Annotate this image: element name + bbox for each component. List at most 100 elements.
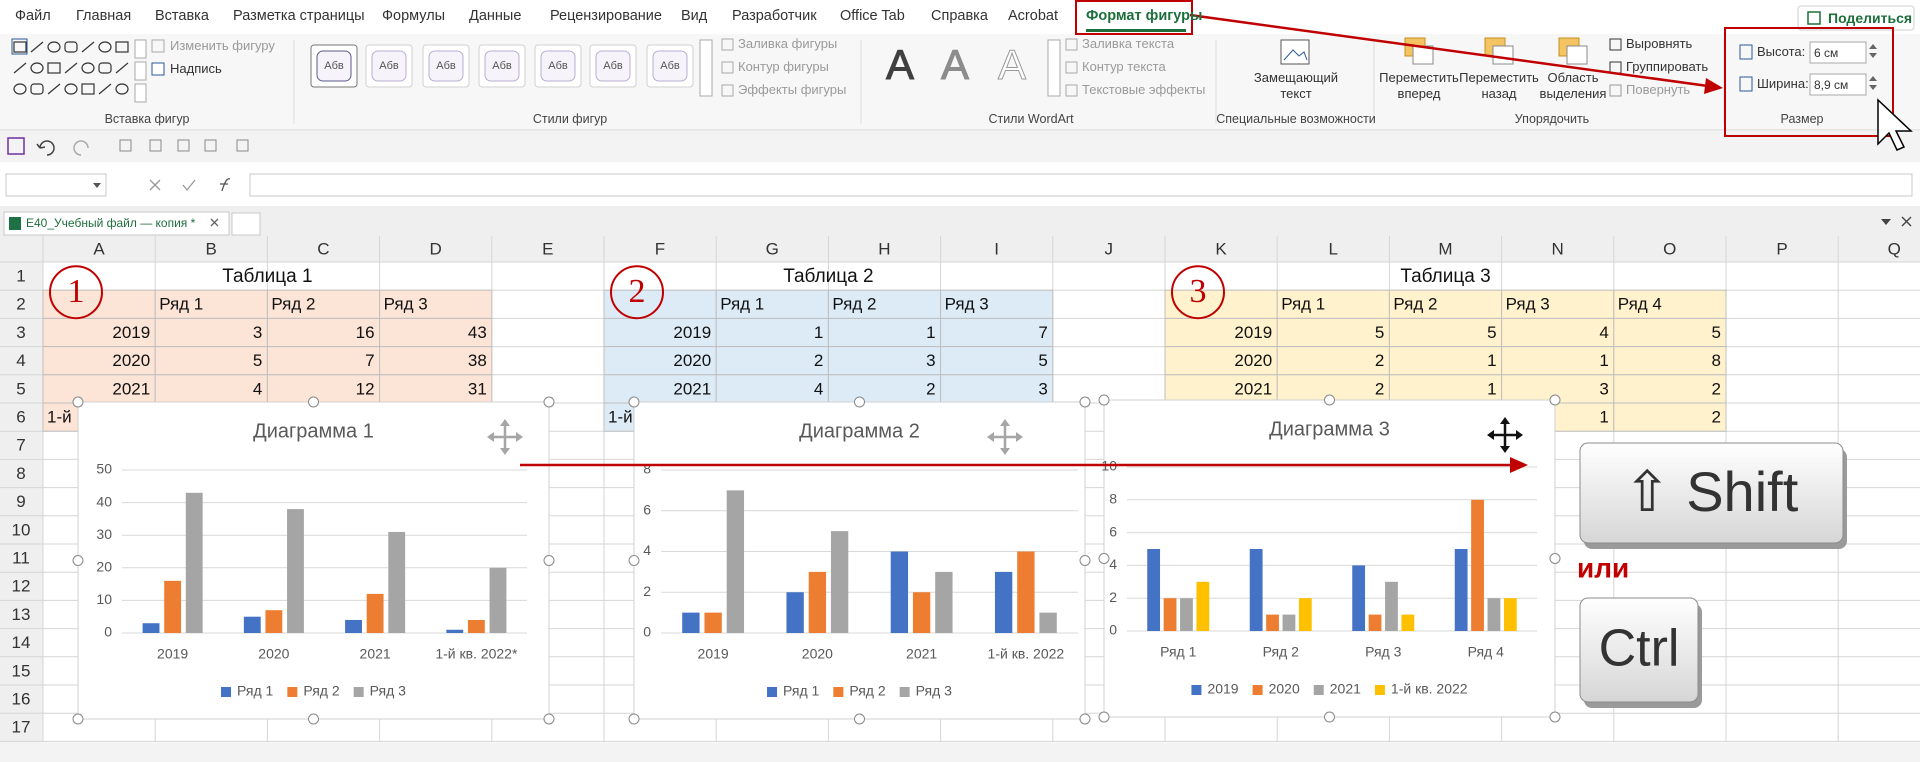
size-label: Ширина: xyxy=(1757,76,1809,91)
workbook-icon xyxy=(9,217,21,230)
resize-handle[interactable] xyxy=(628,555,640,566)
resize-handle[interactable] xyxy=(543,396,555,408)
resize-handle[interactable] xyxy=(72,396,84,408)
move-icon xyxy=(516,432,523,442)
resize-handle[interactable] xyxy=(1079,396,1091,408)
text-box-button[interactable]: Надпись xyxy=(170,61,222,76)
tab-highlight-box xyxy=(1075,0,1193,35)
qat-icon xyxy=(236,139,249,152)
wordart-menu[interactable]: Заливка текста xyxy=(1082,36,1175,51)
ribbon-tab[interactable]: Рецензирование xyxy=(550,8,662,24)
share-button[interactable]: Поделиться xyxy=(1828,10,1913,26)
row-header: 16 xyxy=(12,689,31,708)
arrange-button[interactable]: Переместить назад xyxy=(1459,70,1539,101)
resize-handle[interactable] xyxy=(628,396,640,408)
menu-icon xyxy=(721,38,734,51)
table-cell xyxy=(42,317,156,348)
arrange-button[interactable]: Переместить вперед xyxy=(1379,70,1459,101)
alt-text-button[interactable]: Замещающий текст xyxy=(1253,70,1339,101)
table-title: Таблица 1 xyxy=(222,266,312,287)
arrange-menu[interactable]: Повернуть xyxy=(1626,82,1691,97)
size-input[interactable] xyxy=(1809,73,1867,96)
ribbon-tab[interactable]: Office Tab xyxy=(840,8,905,24)
shape-icon xyxy=(13,41,27,53)
ribbon-tab[interactable]: Формулы xyxy=(382,8,446,24)
arrange-menu[interactable]: Выровнять xyxy=(1626,36,1693,51)
resize-handle[interactable] xyxy=(1324,711,1335,723)
ctrl-key xyxy=(1579,597,1699,703)
column-header: C xyxy=(317,239,329,258)
resize-handle[interactable] xyxy=(1098,711,1110,723)
arrange-menu[interactable]: Группировать xyxy=(1626,59,1709,74)
table-value: 1 xyxy=(926,323,935,342)
resize-handle[interactable] xyxy=(543,555,555,566)
shape-style-menu[interactable]: Заливка фигуры xyxy=(738,36,838,51)
table-cell xyxy=(827,346,942,376)
size-icon xyxy=(1739,44,1753,60)
shape-icon xyxy=(47,41,61,53)
edit-shape-button[interactable]: Изменить фигуру xyxy=(170,38,275,53)
size-input[interactable] xyxy=(1809,41,1867,64)
bar xyxy=(265,610,283,633)
resize-handle[interactable] xyxy=(1098,553,1110,564)
resize-handle[interactable] xyxy=(1079,555,1091,566)
shape-icon xyxy=(115,41,129,53)
alt-text-icon xyxy=(1283,49,1308,61)
cancel-icon xyxy=(149,179,161,191)
ribbon-tab[interactable]: Формат фигуры xyxy=(1086,8,1203,24)
resize-handle[interactable] xyxy=(854,713,865,725)
shape-style-menu[interactable]: Контур фигуры xyxy=(738,59,829,74)
wordart-sample[interactable]: A xyxy=(885,41,914,89)
y-tick-label: 2 xyxy=(643,583,651,599)
marker-circle xyxy=(610,265,664,320)
size-value[interactable]: 8,9 см xyxy=(1814,78,1849,92)
resize-handle[interactable] xyxy=(308,396,319,408)
style-thumb xyxy=(484,50,520,82)
table-value: 1 xyxy=(1487,379,1496,398)
row-header: 8 xyxy=(16,464,25,483)
resize-handle[interactable] xyxy=(854,396,865,408)
resize-handle[interactable] xyxy=(1324,394,1335,406)
ribbon-tab[interactable]: Справка xyxy=(931,8,988,24)
resize-handle[interactable] xyxy=(308,713,319,725)
wordart-sample[interactable]: A xyxy=(997,41,1026,89)
resize-handle[interactable] xyxy=(72,713,84,725)
legend-label: Ряд 1 xyxy=(783,683,820,699)
wordart-sample[interactable]: A xyxy=(940,41,969,89)
ribbon-tab[interactable]: Вид xyxy=(681,8,708,24)
ribbon-tab[interactable]: Данные xyxy=(469,8,522,24)
bar xyxy=(912,592,931,633)
legend-swatch xyxy=(833,687,844,697)
wordart-menu[interactable]: Текстовые эффекты xyxy=(1082,82,1206,97)
resize-handle[interactable] xyxy=(72,555,84,566)
style-thumb-label: Абв xyxy=(379,60,399,72)
ribbon-tab[interactable]: Главная xyxy=(76,8,132,24)
group-label: Вставка фигур xyxy=(104,112,190,126)
legend-swatch xyxy=(1252,685,1263,695)
bar xyxy=(287,509,304,633)
table-value: 2 xyxy=(926,379,935,398)
resize-handle[interactable] xyxy=(1549,553,1561,564)
table-cell xyxy=(940,289,1054,319)
ribbon-tab[interactable]: Разметка страницы xyxy=(233,8,365,24)
ribbon-tab[interactable]: Вставка xyxy=(155,8,209,24)
resize-handle[interactable] xyxy=(628,713,640,725)
resize-handle[interactable] xyxy=(1079,713,1091,725)
ribbon-tab[interactable]: Acrobat xyxy=(1008,8,1058,24)
resize-handle[interactable] xyxy=(1549,394,1561,406)
arrange-icon xyxy=(1566,45,1588,65)
resize-handle[interactable] xyxy=(1098,394,1110,406)
arrange-button[interactable]: Область выделения xyxy=(1539,70,1607,101)
shape-icon xyxy=(64,41,78,53)
resize-handle[interactable] xyxy=(1549,711,1561,723)
wordart-menu[interactable]: Контур текста xyxy=(1082,59,1166,74)
resize-handle[interactable] xyxy=(543,713,555,725)
shape-style-menu[interactable]: Эффекты фигуры xyxy=(738,82,847,97)
workbook-tab[interactable]: E40_Учебный файл — копия * xyxy=(26,216,196,230)
bar xyxy=(682,612,700,633)
column-header: L xyxy=(1328,239,1337,258)
ribbon-tab[interactable]: Файл xyxy=(15,8,51,24)
shift-key-label: ⇧ Shift xyxy=(1624,460,1799,523)
ribbon-tab[interactable]: Разработчик xyxy=(732,8,817,24)
size-value[interactable]: 6 см xyxy=(1814,46,1839,60)
